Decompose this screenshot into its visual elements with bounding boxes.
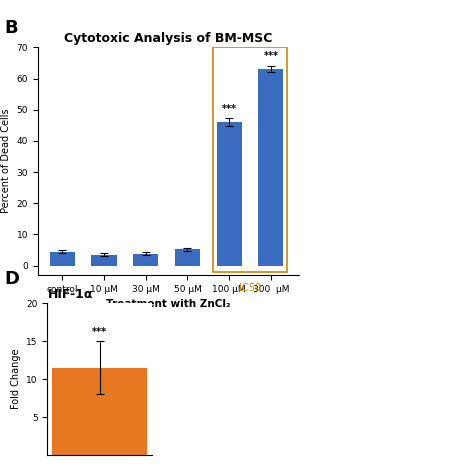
Bar (217, 122, 242, 265)
Text: D: D (5, 270, 20, 288)
Bar (50, 252, 75, 265)
Y-axis label: Percent of Dead Cells: Percent of Dead Cells (1, 109, 11, 213)
Text: HIF-1α: HIF-1α (47, 288, 93, 301)
Bar (175, 249, 200, 265)
Bar (52, 368, 147, 455)
Title: Cytotoxic Analysis of BM-MSC: Cytotoxic Analysis of BM-MSC (64, 32, 273, 45)
Text: IC50: IC50 (239, 283, 261, 293)
Text: ***: *** (264, 51, 278, 62)
Bar (91, 255, 117, 265)
X-axis label: Treatment with ZnCl₂: Treatment with ZnCl₂ (106, 299, 230, 309)
Text: ***: *** (222, 104, 237, 114)
Text: ***: *** (92, 328, 107, 337)
Bar (133, 254, 158, 265)
Y-axis label: Fold Change: Fold Change (10, 349, 21, 410)
Bar (258, 69, 283, 265)
Text: B: B (5, 19, 18, 37)
